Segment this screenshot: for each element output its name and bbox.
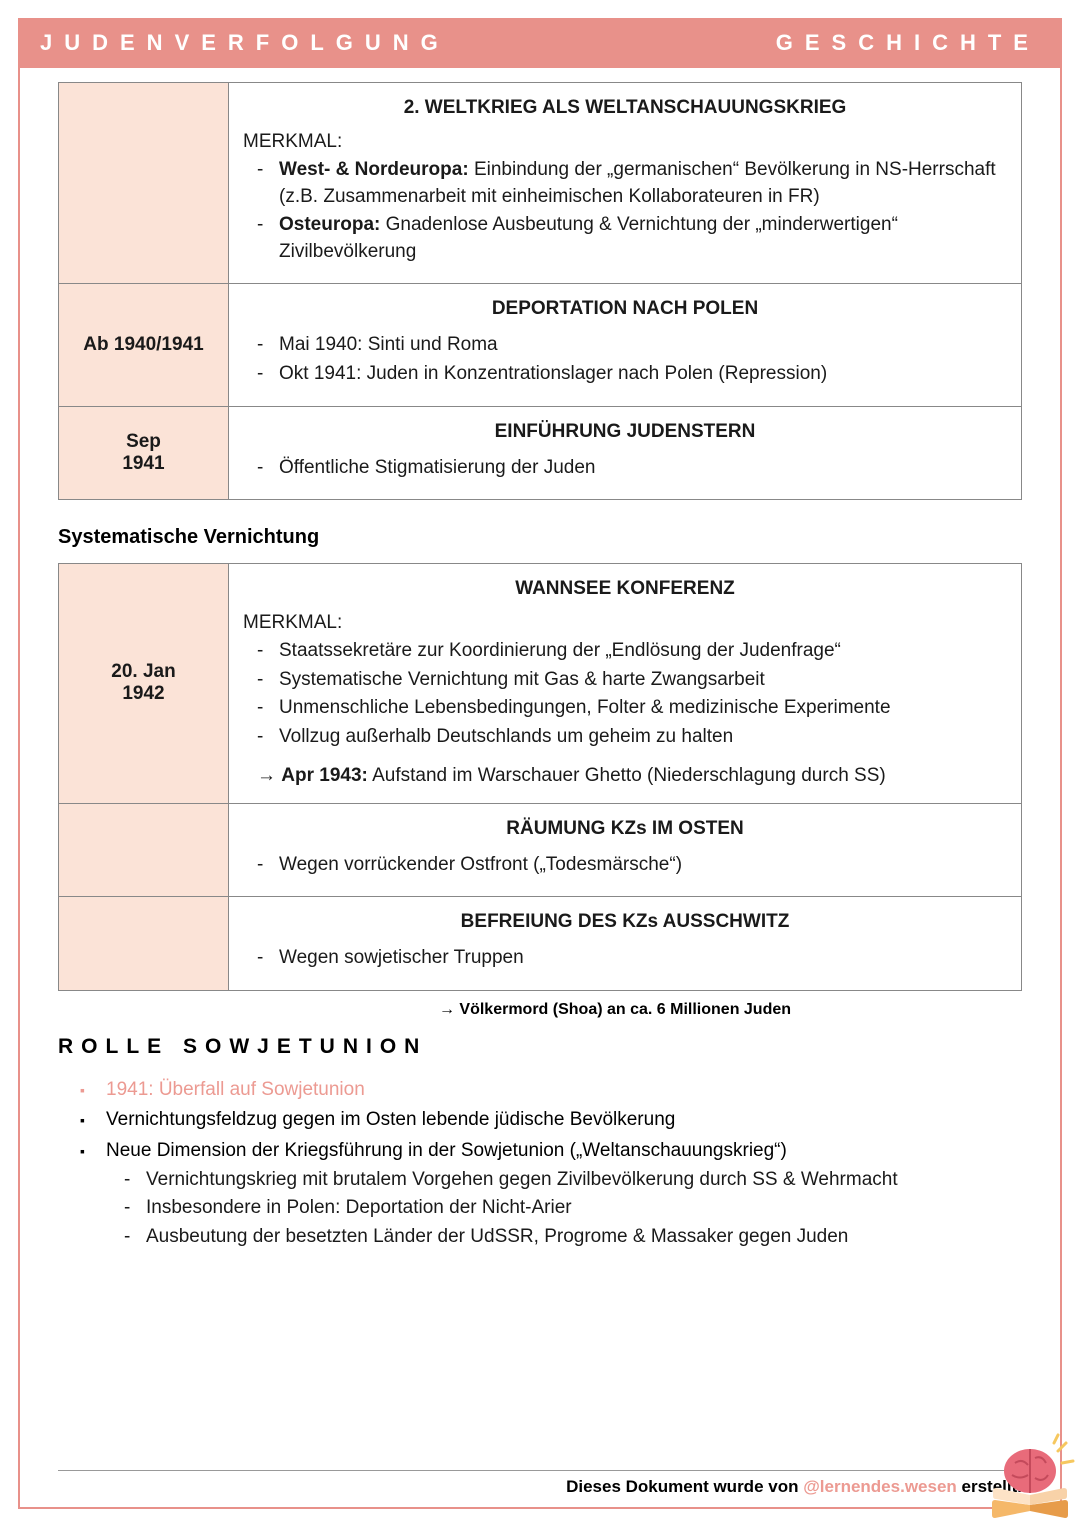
bullet-item: Öffentliche Stigmatisierung der Juden — [279, 455, 1007, 482]
content-cell: BEFREIUNG DES KZs AUSSCHWITZ Wegen sowjet… — [229, 897, 1022, 991]
bullet-list: Öffentliche Stigmatisierung der Juden — [243, 455, 1007, 482]
rolle-sublist: Vernichtungskrieg mit brutalem Vorgehen … — [106, 1167, 1022, 1251]
content-cell: DEPORTATION NACH POLEN Mai 1940: Sinti un… — [229, 284, 1022, 406]
row-title: DEPORTATION NACH POLEN — [243, 298, 1007, 320]
rolle-item: Neue Dimension der Kriegsführung in der … — [106, 1138, 1022, 1250]
content-cell: EINFÜHRUNG JUDENSTERN Öffentliche Stigmat… — [229, 406, 1022, 500]
table-row: RÄUMUNG KZs IM OSTEN Wegen vorrückender O… — [59, 803, 1022, 897]
bullet-item: Wegen vorrückender Ostfront („Todesmärsc… — [279, 852, 1007, 879]
footer: Dieses Dokument wurde von @lernendes.wes… — [58, 1470, 1022, 1497]
date-cell: Ab 1940/1941 — [59, 284, 229, 406]
table-row: Sep1941 EINFÜHRUNG JUDENSTERN Öffentliche … — [59, 406, 1022, 500]
bullet-item: Okt 1941: Juden in Konzentrationslager n… — [279, 361, 1007, 388]
footer-handle: @lernendes.wesen — [803, 1477, 957, 1496]
rolle-subitem: Ausbeutung der besetzten Länder der UdSS… — [146, 1224, 1022, 1251]
date-cell: 20. Jan1942 — [59, 564, 229, 803]
arrow-line: Apr 1943: Aufstand im Warschauer Ghetto … — [257, 765, 1007, 787]
section-heading-vernichtung: Systematische Vernichtung — [58, 526, 1022, 549]
date-text: Sep — [67, 431, 220, 453]
bullet-item: West- & Nordeuropa: Einbindung der „germ… — [279, 157, 1007, 210]
footer-prefix: Dieses Dokument wurde von — [566, 1477, 803, 1496]
date-text: 20. Jan — [67, 661, 220, 683]
content-cell: RÄUMUNG KZs IM OSTEN Wegen vorrückender O… — [229, 803, 1022, 897]
rolle-list: 1941: Überfall auf Sowjetunion Vernichtun… — [58, 1077, 1022, 1251]
merkmal-label: MERKMAL: — [243, 131, 1007, 153]
bullet-item: Systematische Vernichtung mit Gas & hart… — [279, 667, 1007, 694]
rolle-subitem: Vernichtungskrieg mit brutalem Vorgehen … — [146, 1167, 1022, 1194]
bullet-list: West- & Nordeuropa: Einbindung der „germ… — [243, 157, 1007, 265]
conclusion-line: Völkermord (Shoa) an ca. 6 Millionen Jud… — [208, 1001, 1022, 1019]
bullet-item: Osteuropa: Gnadenlose Ausbeutung & Verni… — [279, 212, 1007, 265]
bullet-list: Wegen sowjetischer Truppen — [243, 945, 1007, 972]
row-title: RÄUMUNG KZs IM OSTEN — [243, 818, 1007, 840]
bullet-item: Staatssekretäre zur Koordinierung der „E… — [279, 638, 1007, 665]
timeline-table-2: 20. Jan1942 WANNSEE KONFERENZ MERKMAL: Staa… — [58, 563, 1022, 991]
header-right: GESCHICHTE — [776, 30, 1040, 56]
bullet-item: Vollzug außerhalb Deutschlands um geheim… — [279, 724, 1007, 751]
rolle-item: Vernichtungsfeldzug gegen im Osten leben… — [106, 1107, 1022, 1134]
timeline-table-1: 2. WELTKRIEG ALS WELTANSCHAUUNGSKRIEG MER… — [58, 82, 1022, 500]
row-title: 2. WELTKRIEG ALS WELTANSCHAUUNGSKRIEG — [243, 97, 1007, 119]
bullet-item: Wegen sowjetischer Truppen — [279, 945, 1007, 972]
row-title: EINFÜHRUNG JUDENSTERN — [243, 421, 1007, 443]
bullet-item: Mai 1940: Sinti und Roma — [279, 332, 1007, 359]
bullet-list: Mai 1940: Sinti und RomaOkt 1941: Juden … — [243, 332, 1007, 387]
content-cell: 2. WELTKRIEG ALS WELTANSCHAUUNGSKRIEG MER… — [229, 83, 1022, 284]
content: 2. WELTKRIEG ALS WELTANSCHAUUNGSKRIEG MER… — [58, 82, 1022, 1254]
table-row: 2. WELTKRIEG ALS WELTANSCHAUUNGSKRIEG MER… — [59, 83, 1022, 284]
date-cell — [59, 83, 229, 284]
date-cell: Sep1941 — [59, 406, 229, 500]
header-left: JUDENVERFOLGUNG — [40, 30, 450, 56]
table-row: BEFREIUNG DES KZs AUSSCHWITZ Wegen sowjet… — [59, 897, 1022, 991]
row-title: BEFREIUNG DES KZs AUSSCHWITZ — [243, 911, 1007, 933]
header-bar: JUDENVERFOLGUNG GESCHICHTE — [18, 18, 1062, 68]
rolle-item: 1941: Überfall auf Sowjetunion — [106, 1077, 1022, 1104]
date-text: 1941 — [67, 453, 220, 475]
merkmal-label: MERKMAL: — [243, 612, 1007, 634]
date-text: 1942 — [67, 683, 220, 705]
date-cell — [59, 803, 229, 897]
row-title: WANNSEE KONFERENZ — [243, 578, 1007, 600]
brain-book-icon — [980, 1433, 1080, 1523]
rolle-subitem: Insbesondere in Polen: Deportation der N… — [146, 1195, 1022, 1222]
bullet-list: Wegen vorrückender Ostfront („Todesmärsc… — [243, 852, 1007, 879]
section-heading-rolle: ROLLE SOWJETUNION — [58, 1035, 1022, 1059]
bullet-list: Staatssekretäre zur Koordinierung der „E… — [243, 638, 1007, 750]
bullet-item: Unmenschliche Lebensbedingungen, Folter … — [279, 695, 1007, 722]
date-cell — [59, 897, 229, 991]
content-cell: WANNSEE KONFERENZ MERKMAL: Staatssekretäre… — [229, 564, 1022, 803]
table-row: Ab 1940/1941 DEPORTATION NACH POLEN Mai 19… — [59, 284, 1022, 406]
table-row: 20. Jan1942 WANNSEE KONFERENZ MERKMAL: Staa… — [59, 564, 1022, 803]
